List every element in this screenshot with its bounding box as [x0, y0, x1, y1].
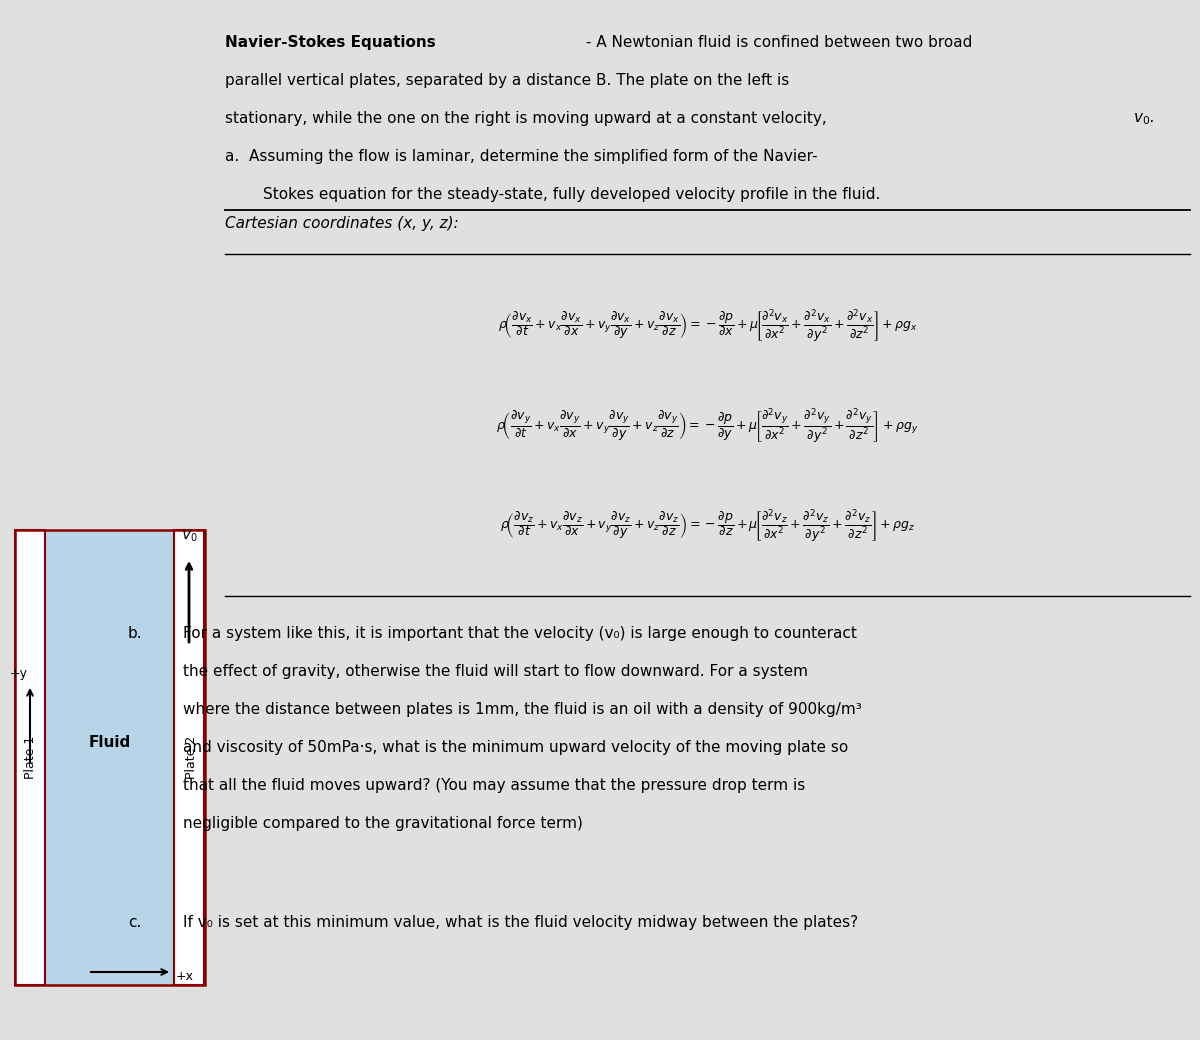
Text: Stokes equation for the steady-state, fully developed velocity profile in the fl: Stokes equation for the steady-state, fu… [263, 187, 881, 202]
Text: that all the fluid moves upward? (You may assume that the pressure drop term is: that all the fluid moves upward? (You ma… [182, 778, 805, 792]
Bar [46, 530, 174, 985]
Text: the effect of gravity, otherwise the fluid will start to flow downward. For a sy: the effect of gravity, otherwise the flu… [182, 664, 808, 679]
Text: parallel vertical plates, separated by a distance B. The plate on the left is: parallel vertical plates, separated by a… [226, 73, 790, 88]
Text: Plate 1: Plate 1 [24, 736, 37, 779]
Text: $v_0$.: $v_0$. [1133, 111, 1154, 127]
Text: $\rho\!\left(\dfrac{\partial v_y}{\partial t} + v_x\dfrac{\partial v_y}{\partial: $\rho\!\left(\dfrac{\partial v_y}{\parti… [497, 407, 919, 445]
Text: and viscosity of 50mPa·s, what is the minimum upward velocity of the moving plat: and viscosity of 50mPa·s, what is the mi… [182, 739, 848, 755]
Text: Fluid: Fluid [89, 735, 131, 750]
Text: Navier-Stokes Equations: Navier-Stokes Equations [226, 35, 436, 50]
Text: +y: +y [10, 667, 28, 680]
Text: c.: c. [128, 914, 142, 930]
Text: Cartesian coordinates (x, y, z):: Cartesian coordinates (x, y, z): [226, 216, 458, 231]
Bar [14, 530, 205, 985]
Text: +x: +x [176, 970, 194, 984]
Bar [174, 530, 204, 985]
Text: stationary, while the one on the right is moving upward at a constant velocity,: stationary, while the one on the right i… [226, 111, 832, 126]
Text: b.: b. [128, 626, 143, 641]
Bar [14, 530, 46, 985]
Text: $\rho\!\left(\dfrac{\partial v_z}{\partial t} + v_x\dfrac{\partial v_z}{\partial: $\rho\!\left(\dfrac{\partial v_z}{\parti… [500, 508, 916, 544]
Text: $\rho\!\left(\dfrac{\partial v_x}{\partial t} + v_x\dfrac{\partial v_x}{\partial: $\rho\!\left(\dfrac{\partial v_x}{\parti… [498, 308, 918, 344]
Text: For a system like this, it is important that the velocity (v₀) is large enough t: For a system like this, it is important … [182, 626, 857, 641]
Text: Plate 2: Plate 2 [185, 736, 198, 779]
Text: where the distance between plates is 1mm, the fluid is an oil with a density of : where the distance between plates is 1mm… [182, 702, 862, 717]
Text: - A Newtonian fluid is confined between two broad: - A Newtonian fluid is confined between … [581, 35, 972, 50]
Text: $V_0$: $V_0$ [180, 527, 198, 544]
Text: negligible compared to the gravitational force term): negligible compared to the gravitational… [182, 815, 583, 831]
Text: a.  Assuming the flow is laminar, determine the simplified form of the Navier-: a. Assuming the flow is laminar, determi… [226, 149, 817, 164]
Text: If v₀ is set at this minimum value, what is the fluid velocity midway between th: If v₀ is set at this minimum value, what… [182, 914, 858, 930]
